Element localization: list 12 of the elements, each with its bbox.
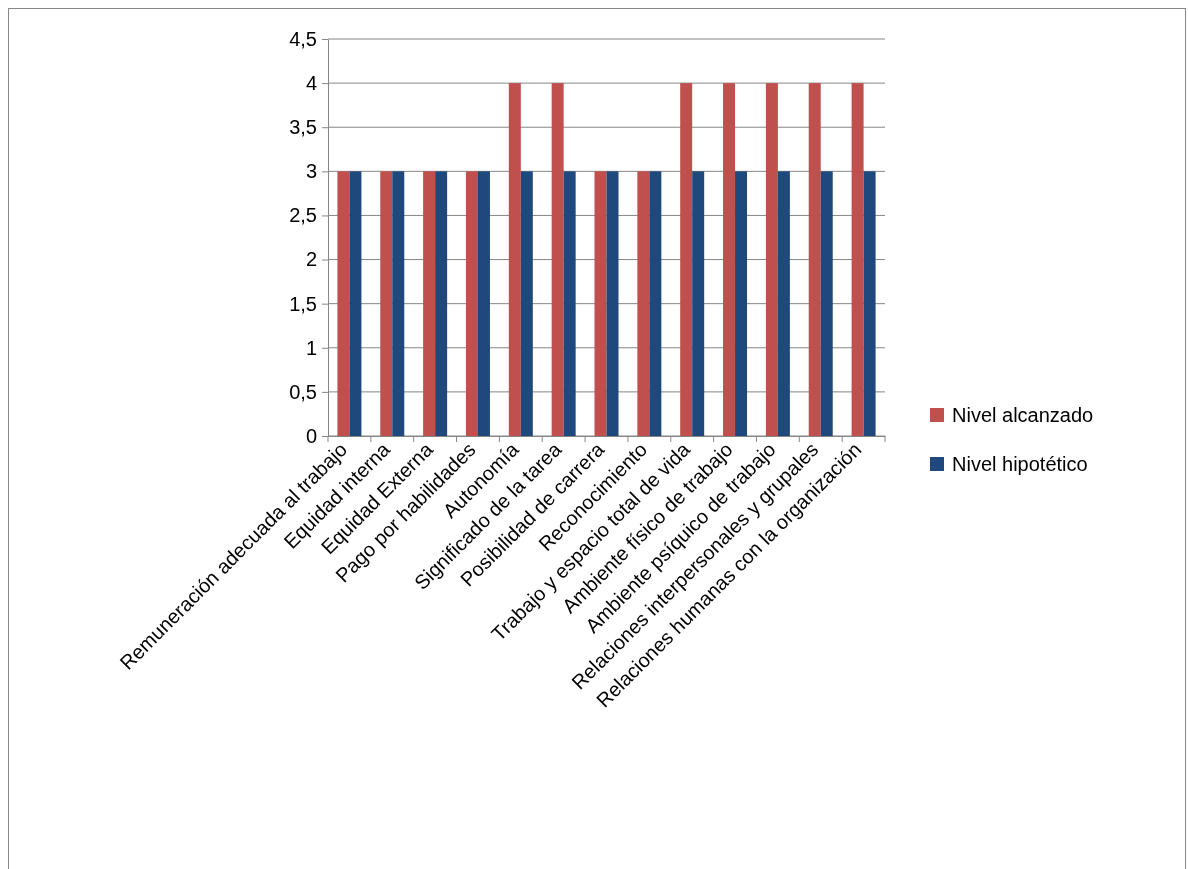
y-tick-label: 3,5 xyxy=(289,116,317,139)
legend-label: Nivel alcanzado xyxy=(952,404,1094,426)
y-tick-label: 0,5 xyxy=(289,380,317,403)
y-tick-label: 1,5 xyxy=(289,292,317,315)
y-tick-label: 1 xyxy=(305,336,317,359)
y-tick-label: 0 xyxy=(305,424,317,447)
legend-label: Nivel hipotético xyxy=(952,453,1088,475)
y-tick-label: 4,5 xyxy=(289,27,317,50)
y-tick-label: 3 xyxy=(305,160,317,183)
y-tick-label: 2,5 xyxy=(289,204,317,227)
y-tick-label: 2 xyxy=(305,248,317,271)
y-tick-label: 4 xyxy=(305,72,317,95)
